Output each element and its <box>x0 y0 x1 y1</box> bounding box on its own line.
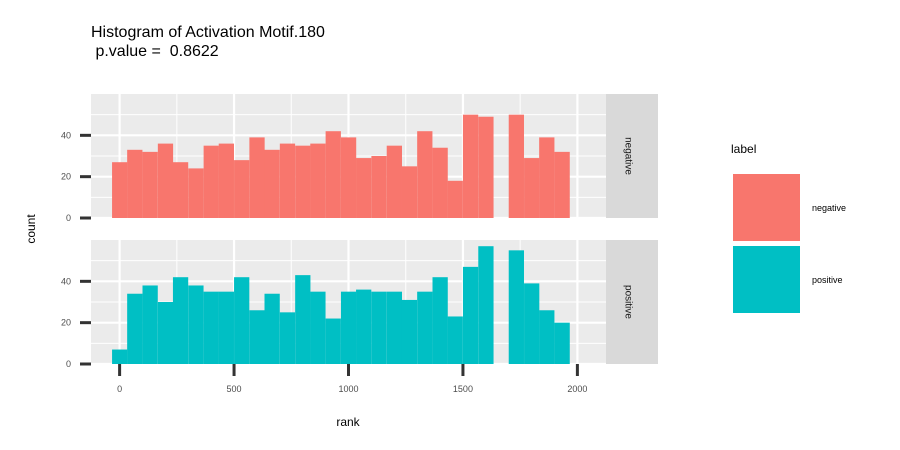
histogram-bar-negative <box>386 145 402 218</box>
histogram-bar-negative <box>508 114 524 218</box>
histogram-bar-negative <box>371 156 387 218</box>
histogram-bar-positive <box>188 285 204 364</box>
histogram-bar-positive <box>127 293 143 364</box>
histogram-bar-positive <box>417 291 433 364</box>
histogram-bar-negative <box>325 131 341 218</box>
histogram-bar-negative <box>172 162 189 218</box>
histogram-bar-negative <box>462 114 479 218</box>
y-tick-label: 20 <box>61 172 71 182</box>
histogram-bar-positive <box>172 277 189 364</box>
histogram-bar-positive <box>539 310 555 364</box>
histogram-bar-positive <box>401 299 418 364</box>
histogram-bar-positive <box>249 310 265 364</box>
histogram-bar-positive <box>264 293 280 364</box>
histogram-bar-negative <box>401 166 418 218</box>
histogram-bar-negative <box>234 160 250 218</box>
histogram-bar-positive <box>203 291 219 364</box>
histogram-bar-positive <box>462 266 479 364</box>
strip-label-positive: positive <box>622 285 633 319</box>
chart-subtitle: p.value = 0.8622 <box>91 43 219 60</box>
histogram-bar-negative <box>554 151 570 218</box>
y-tick-label: 0 <box>66 359 71 369</box>
histogram-bar-positive <box>279 312 296 364</box>
histogram-bar-positive <box>432 277 448 364</box>
histogram-bar-positive <box>524 283 540 364</box>
y-axis-label: count <box>24 214 38 244</box>
x-axis: 0 500 1000 1500 2000 <box>117 364 587 394</box>
histogram-bar-positive <box>371 291 387 364</box>
y-tick-label: 40 <box>61 276 71 286</box>
histogram-bar-positive <box>356 289 372 364</box>
histogram-bar-negative <box>524 158 540 218</box>
histogram-bar-negative <box>249 137 265 218</box>
legend: label negative positive <box>731 142 846 313</box>
histogram-bar-negative <box>188 168 204 218</box>
histogram-bar-negative <box>356 158 372 218</box>
histogram-bar-negative <box>340 137 357 218</box>
histogram-bar-positive <box>478 246 494 364</box>
histogram-bar-positive <box>112 349 128 364</box>
legend-label-negative: negative <box>812 203 846 213</box>
histogram-bar-negative <box>279 143 296 218</box>
histogram-bar-negative <box>112 162 128 218</box>
histogram-bar-positive <box>310 291 326 364</box>
x-tick-label: 1000 <box>338 384 358 394</box>
histogram-bar-negative <box>127 149 143 218</box>
y-tick-label: 40 <box>61 130 71 140</box>
x-tick-label: 2000 <box>567 384 587 394</box>
histogram-bar-positive <box>340 291 357 364</box>
histogram-bar-negative <box>264 149 280 218</box>
histogram-bar-positive <box>295 275 311 364</box>
histogram-bar-negative <box>142 151 158 218</box>
facet-panel-positive <box>91 240 606 366</box>
histogram-bar-positive <box>508 250 524 364</box>
histogram-bar-positive <box>554 322 570 364</box>
histogram-bar-negative <box>295 145 311 218</box>
y-tick-label: 0 <box>66 213 71 223</box>
histogram-bar-positive <box>234 277 250 364</box>
histogram-bar-positive <box>142 285 158 364</box>
facet-strip-negative: negative <box>606 94 658 218</box>
strip-label-negative: negative <box>622 137 633 175</box>
histogram-bar-negative <box>417 131 433 218</box>
legend-key-positive <box>733 246 800 313</box>
histogram-bar-positive <box>325 318 341 364</box>
legend-key-negative <box>733 174 800 241</box>
y-axis: 0 20 40 0 20 40 <box>61 130 91 369</box>
histogram-bar-positive <box>447 316 463 364</box>
histogram-bar-negative <box>478 116 494 218</box>
x-tick-label: 0 <box>117 384 122 394</box>
legend-label-positive: positive <box>812 275 843 285</box>
chart-title: Histogram of Activation Motif.180 <box>91 24 325 41</box>
facet-strip-positive: positive <box>606 240 658 364</box>
histogram-bar-negative <box>447 180 463 218</box>
histogram-bar-negative <box>218 143 234 218</box>
histogram-bar-negative <box>432 147 448 218</box>
x-tick-label: 1500 <box>453 384 473 394</box>
histogram-bar-positive <box>157 302 174 364</box>
x-tick-label: 500 <box>227 384 242 394</box>
histogram-bar-positive <box>218 291 234 364</box>
histogram-bar-negative <box>539 137 555 218</box>
facet-panel-negative <box>91 94 606 220</box>
histogram-bar-negative <box>157 143 174 218</box>
y-tick-label: 20 <box>61 318 71 328</box>
legend-title: label <box>731 142 756 156</box>
histogram-bar-positive <box>386 291 402 364</box>
x-axis-label: rank <box>336 415 360 429</box>
histogram-bar-negative <box>203 145 219 218</box>
histogram-bar-negative <box>310 143 326 218</box>
